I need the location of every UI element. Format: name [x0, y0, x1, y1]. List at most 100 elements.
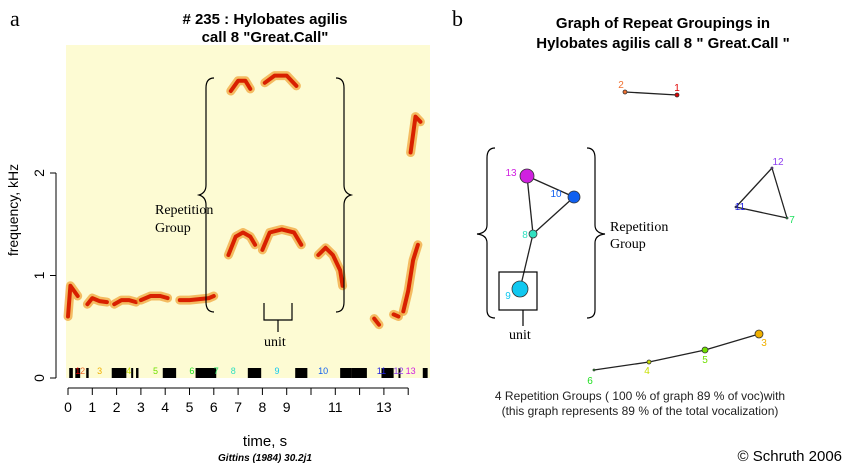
y-axis-label: frequency, kHz [5, 164, 21, 256]
graph-edge [593, 361, 650, 371]
unit-bar [340, 368, 352, 378]
graph-node-1 [674, 92, 680, 98]
graph-node-label: 6 [587, 376, 593, 387]
graph-edge [771, 167, 788, 219]
trace-unit-7-harmonic [228, 78, 253, 93]
x-tick-label: 5 [186, 399, 194, 415]
graph-node-label: 13 [505, 168, 517, 179]
trace-unit-11 [372, 316, 381, 327]
graph-node-label: 4 [644, 366, 650, 377]
graph-node-10 [567, 190, 581, 204]
graph-edge [532, 196, 575, 235]
x-tick-label: 4 [161, 399, 169, 415]
panel-a-letter: a [10, 6, 20, 31]
trace-unit-1-2 [66, 283, 80, 319]
unit-bar [381, 368, 394, 378]
unit-bar [111, 368, 127, 378]
source-label: Gittins (1984) 30.2j1 [218, 453, 312, 464]
unit-bar [131, 368, 134, 378]
trace-unit-4 [112, 298, 138, 307]
graph-node-label: 10 [550, 189, 562, 200]
unit-bar [422, 368, 428, 378]
graph-node-6 [592, 368, 596, 372]
unit-number-label: 7 [214, 366, 219, 376]
unit-number-label: 6 [189, 366, 194, 376]
y-tick-label: 2 [31, 169, 47, 177]
x-tick-label: 0 [64, 399, 72, 415]
unit-number-label: 8 [231, 366, 236, 376]
unit-number-label: 5 [153, 366, 158, 376]
x-tick-label: 8 [259, 399, 267, 415]
repetition-group-label-b-2: Group [610, 237, 646, 252]
graph-node-4 [646, 359, 652, 365]
panel-b-letter: b [452, 6, 463, 31]
unit-number-label: 1 [75, 366, 80, 376]
unit-bar [86, 368, 89, 378]
trace-unit-13 [401, 242, 420, 314]
graph-node-label: 7 [789, 215, 795, 226]
trace-unit-9-harmonic [262, 73, 299, 88]
unit-bar [351, 368, 367, 378]
x-tick-label: 7 [234, 399, 242, 415]
graph-node-3 [754, 329, 764, 339]
unit-number-label: 9 [274, 366, 279, 376]
unit-number-label: 13 [406, 366, 416, 376]
repetition-group-label-a-1: Repetition [155, 203, 213, 218]
trace-unit-5 [138, 294, 170, 303]
graph-node-8 [528, 229, 538, 239]
trace-unit-9 [260, 227, 304, 252]
unit-bar [136, 368, 139, 378]
graph-edge [519, 233, 534, 290]
summary-line1: 4 Repetition Groups ( 100 % of graph 89 … [495, 389, 785, 403]
graph-node-13 [519, 168, 535, 184]
unit-number-label: 3 [97, 366, 102, 376]
repetition-group-label-a-2: Group [155, 221, 191, 236]
graph-node-label: 9 [505, 291, 511, 302]
spectrogram: 1 2 3 4 5 6 7 8 9 10 11 12 13 [63, 71, 428, 378]
unit-label-b: unit [509, 328, 531, 343]
graph-edge [735, 167, 773, 208]
trace-unit-7 [226, 230, 258, 257]
graph-edge [704, 333, 760, 351]
x-tick-label: 3 [137, 399, 145, 415]
graph-node-12 [770, 166, 774, 170]
unit-number-label: 10 [318, 366, 328, 376]
graph-node-label: 3 [761, 338, 767, 349]
x-tick-label: 1 [88, 399, 96, 415]
graph-node-2 [622, 89, 628, 95]
graph-edge [735, 206, 788, 219]
x-tick-label: 13 [376, 399, 392, 415]
unit-bar [195, 368, 217, 378]
repetition-group-brace-b [476, 147, 606, 326]
graph-edge [526, 175, 534, 235]
graph-node-label: 8 [522, 230, 528, 241]
graph-node-label: 1 [674, 83, 680, 94]
panel-b-title-line1: Graph of Repeat Groupings in [556, 15, 770, 32]
graph-edge [526, 175, 575, 198]
graph-edge [648, 349, 706, 363]
graph-node-7 [785, 216, 789, 220]
unit-bar [75, 368, 81, 378]
copyright: © Schruth 2006 [738, 448, 842, 465]
x-axis-label: time, s [243, 433, 287, 450]
unit-label-a: unit [264, 335, 286, 350]
graph-node-label: 2 [618, 80, 624, 91]
x-tick-label: 9 [283, 399, 291, 415]
trace-unit-12 [391, 312, 401, 319]
unit-bar [247, 368, 262, 378]
summary-line2: (this graph represents 89 % of the total… [502, 404, 779, 418]
x-tick-label: 11 [328, 399, 343, 415]
trace-unit-6 [177, 294, 216, 303]
unit-bar [398, 368, 401, 378]
unit-number-label: 4 [126, 366, 131, 376]
trace-unit-3 [85, 296, 109, 307]
graph-node-label: 12 [772, 157, 784, 168]
unit-bar [295, 368, 308, 378]
spectrogram-background [66, 45, 430, 378]
graph-node-label: 11 [735, 202, 746, 213]
panel-a-title-line2: call 8 "Great.Call" [202, 29, 329, 46]
repetition-group-label-b-1: Repetition [610, 220, 668, 235]
